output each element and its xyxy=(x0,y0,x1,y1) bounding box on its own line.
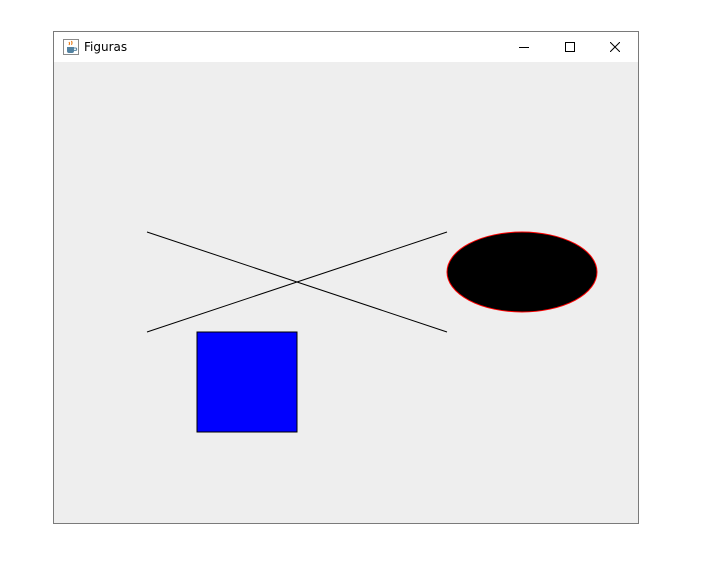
line-figure xyxy=(146,231,448,333)
drawing-canvas xyxy=(54,62,638,523)
app-window: Figuras xyxy=(53,31,639,524)
ellipse-figure xyxy=(446,231,598,313)
minimize-button[interactable] xyxy=(501,32,547,62)
close-icon xyxy=(610,42,620,52)
maximize-icon xyxy=(565,42,575,52)
window-title: Figuras xyxy=(84,40,128,54)
minimize-icon xyxy=(519,47,529,48)
maximize-button[interactable] xyxy=(547,32,593,62)
title-bar[interactable]: Figuras xyxy=(54,32,638,62)
close-button[interactable] xyxy=(592,32,638,62)
square-figure xyxy=(196,331,298,433)
java-coffee-icon[interactable] xyxy=(63,39,79,55)
figures-drawing xyxy=(146,231,598,433)
